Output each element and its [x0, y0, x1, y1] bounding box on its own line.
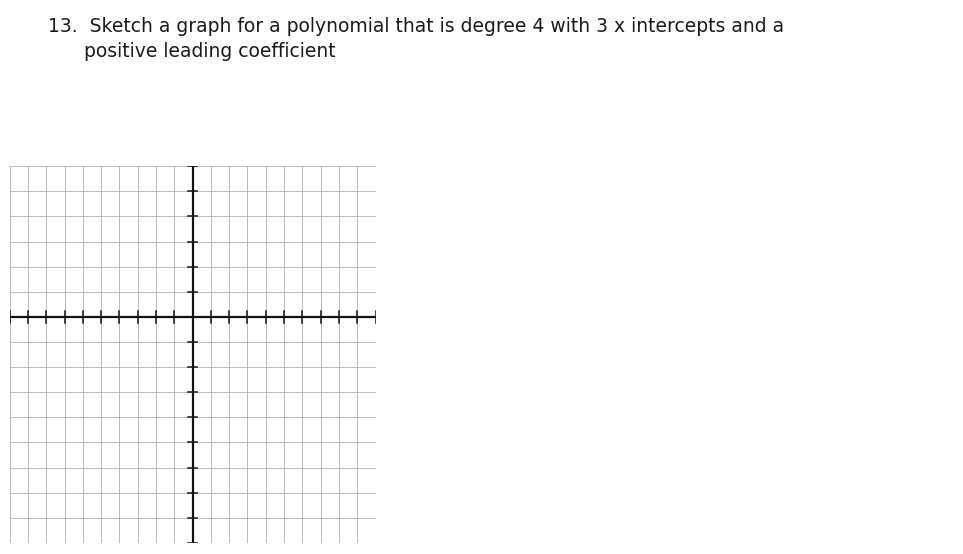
Text: 13.  Sketch a graph for a polynomial that is degree 4 with 3 x intercepts and a
: 13. Sketch a graph for a polynomial that…: [48, 17, 784, 60]
